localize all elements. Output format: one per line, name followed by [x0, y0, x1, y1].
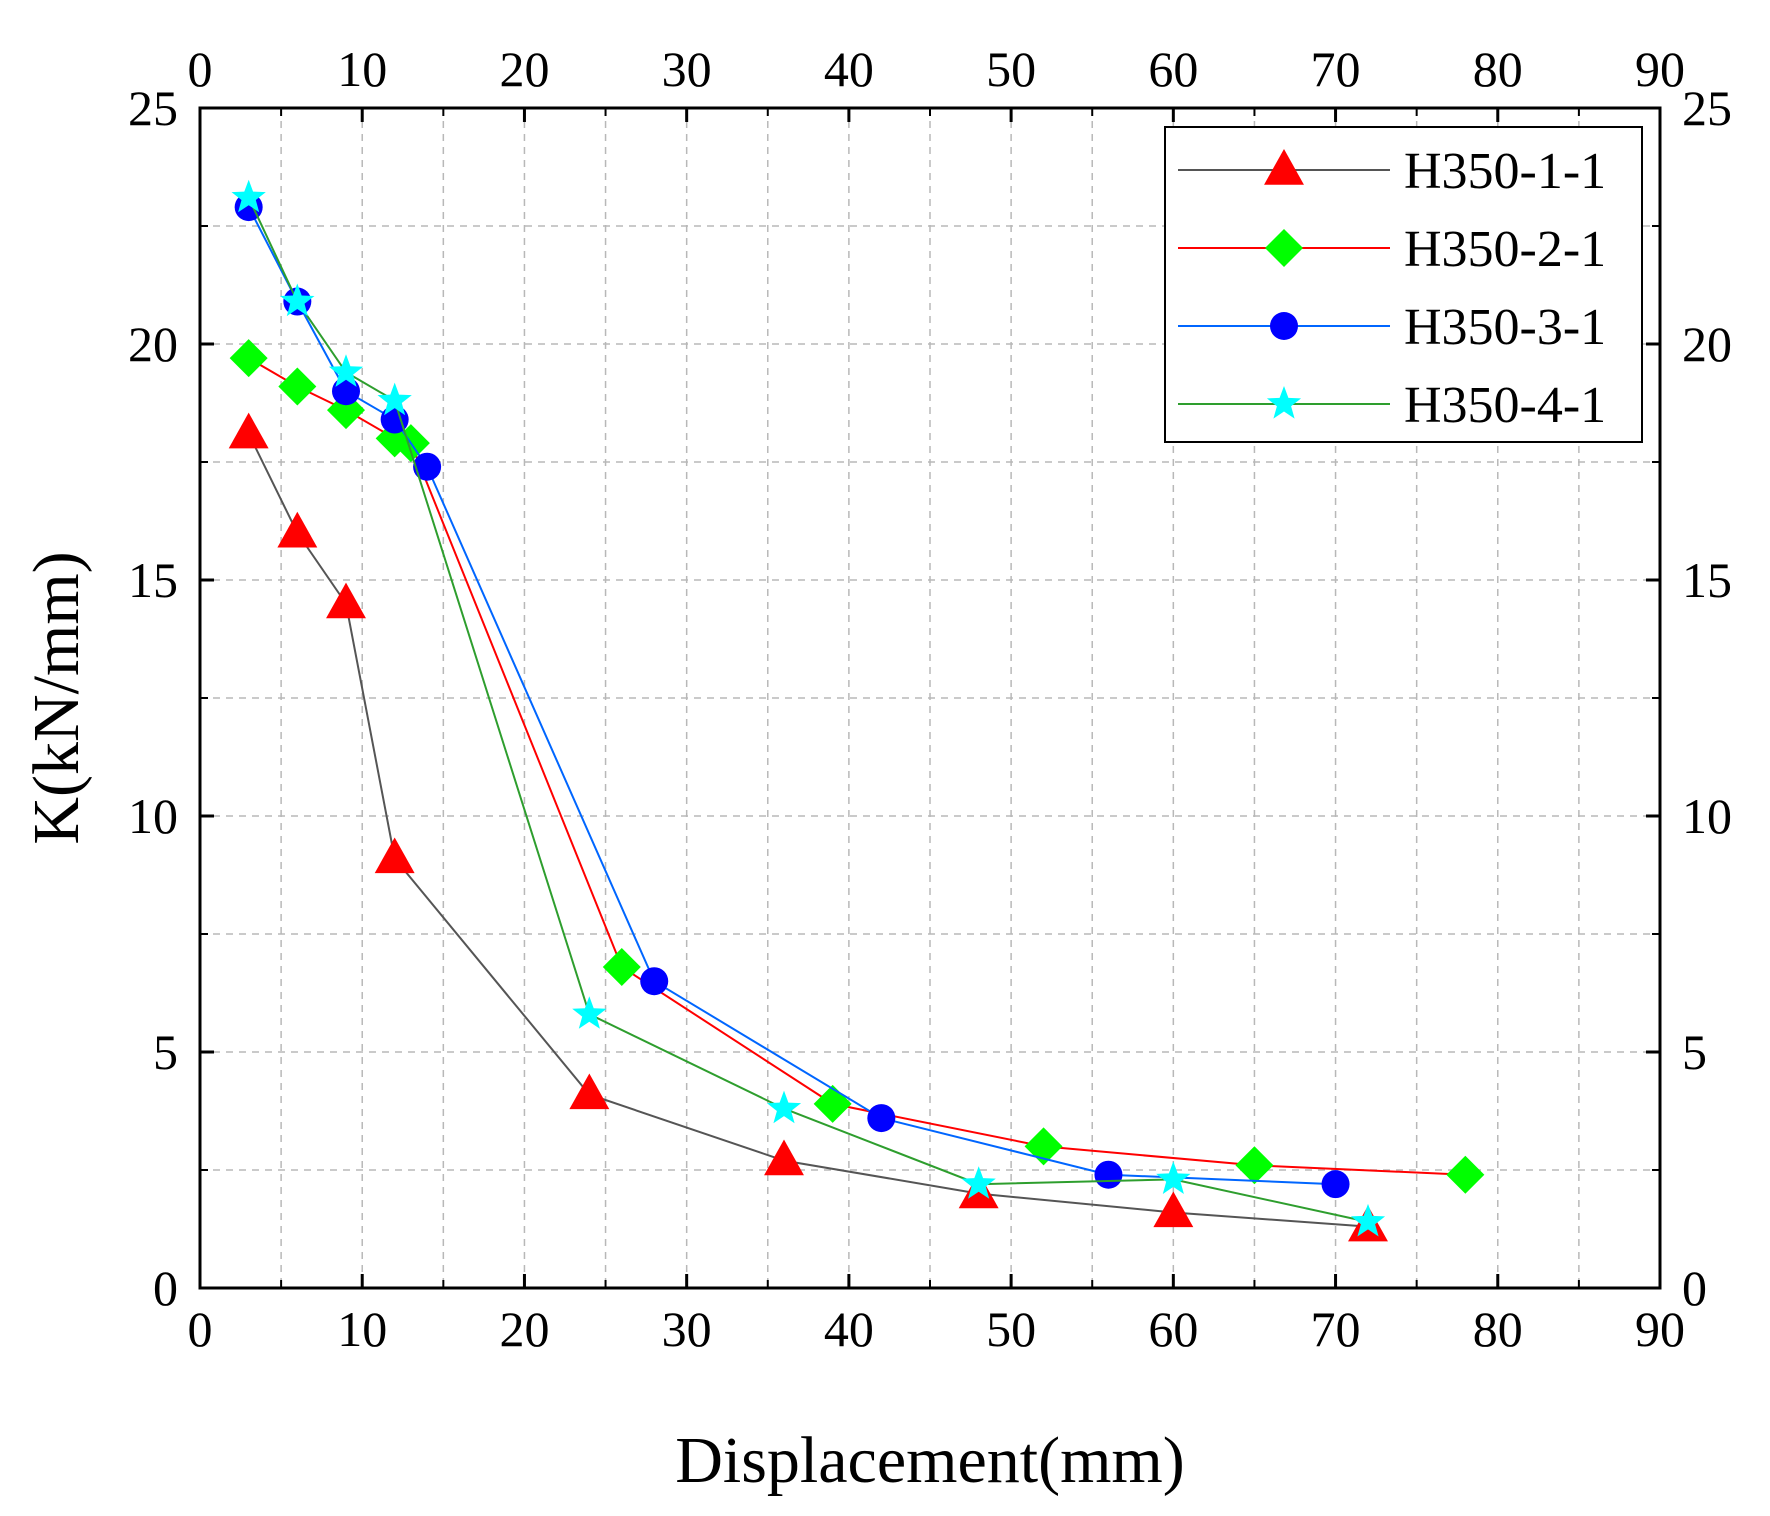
y-tick-label-left: 25 [128, 80, 178, 136]
data-point-H350-1-1 [1153, 1191, 1194, 1228]
legend-marker-H350-4-1 [1266, 386, 1302, 419]
x-tick-label-top: 90 [1635, 41, 1685, 97]
data-point-H350-3-1 [1094, 1160, 1123, 1189]
data-point-H350-2-1 [278, 367, 317, 406]
x-tick-label-top: 10 [337, 41, 387, 97]
y-tick-label-right: 10 [1682, 788, 1732, 844]
data-point-H350-1-1 [228, 412, 269, 449]
legend-marker-H350-2-1 [1265, 229, 1303, 267]
series-layer [228, 179, 1485, 1242]
legend: H350-1-1 H350-2-1 H350-3-1 H350-4-1 [1164, 126, 1643, 443]
x-tick-label-bottom: 50 [986, 1301, 1036, 1357]
y-tick-label-right: 15 [1682, 552, 1732, 608]
y-tick-label-right: 0 [1682, 1260, 1707, 1316]
data-point-H350-1-1 [277, 511, 318, 548]
y-tick-label-left: 0 [153, 1260, 178, 1316]
data-point-H350-4-1 [961, 1166, 996, 1199]
legend-label-H350-2-1: H350-2-1 [1404, 221, 1606, 278]
y-tick-label-left: 10 [128, 788, 178, 844]
x-tick-label-bottom: 30 [662, 1301, 712, 1357]
data-point-H350-3-1 [413, 452, 442, 481]
data-point-H350-4-1 [231, 179, 266, 213]
y-tick-label-left: 5 [153, 1024, 178, 1080]
x-tick-label-top: 30 [662, 41, 712, 97]
legend-box [1164, 126, 1643, 443]
x-axis-title: Displacement(mm) [675, 1424, 1185, 1497]
x-tick-label-top: 50 [986, 41, 1036, 97]
x-tick-label-top: 70 [1311, 41, 1361, 97]
x-tick-label-bottom: 40 [824, 1301, 874, 1357]
x-tick-label-bottom: 60 [1148, 1301, 1198, 1357]
data-point-H350-1-1 [569, 1073, 610, 1110]
data-point-H350-1-1 [374, 837, 415, 874]
legend-label-H350-3-1: H350-3-1 [1404, 299, 1606, 356]
data-point-H350-2-1 [1024, 1127, 1063, 1166]
data-point-H350-3-1 [867, 1104, 896, 1133]
y-axis-title: K(kN/mm) [20, 551, 93, 844]
series-H350-4-1 [231, 179, 1386, 1237]
data-point-H350-1-1 [764, 1139, 804, 1176]
legend-marker-H350-1-1 [1264, 149, 1304, 185]
x-tick-label-top: 20 [499, 41, 549, 97]
data-point-H350-2-1 [1235, 1146, 1274, 1185]
x-tick-label-top: 0 [188, 41, 213, 97]
data-point-H350-4-1 [766, 1090, 802, 1124]
data-point-H350-4-1 [1156, 1161, 1191, 1194]
x-tick-label-bottom: 10 [337, 1301, 387, 1357]
data-point-H350-2-1 [813, 1084, 852, 1123]
x-tick-label-bottom: 80 [1473, 1301, 1523, 1357]
data-point-H350-3-1 [332, 377, 360, 406]
data-point-H350-3-1 [1321, 1170, 1350, 1199]
y-tick-label-left: 15 [128, 552, 178, 608]
x-tick-label-bottom: 90 [1635, 1301, 1685, 1357]
data-point-H350-4-1 [377, 382, 412, 416]
series-line-H350-2-1 [248, 357, 1466, 1176]
series-H350-2-1 [229, 339, 1485, 1194]
data-point-H350-2-1 [1446, 1155, 1485, 1194]
y-tick-label-right: 20 [1682, 316, 1732, 372]
y-tick-label-right: 25 [1682, 80, 1732, 136]
x-tick-label-bottom: 20 [499, 1301, 549, 1357]
y-tick-label-left: 20 [128, 316, 178, 372]
series-line-H350-1-1 [247, 433, 1369, 1228]
x-tick-label-top: 60 [1148, 41, 1198, 97]
x-tick-label-bottom: 70 [1311, 1301, 1361, 1357]
data-point-H350-3-1 [640, 967, 669, 996]
x-tick-label-top: 40 [824, 41, 874, 97]
legend-label-H350-4-1: H350-4-1 [1404, 377, 1606, 434]
data-point-H350-4-1 [572, 996, 607, 1029]
x-tick-label-bottom: 0 [188, 1301, 213, 1357]
y-tick-label-right: 5 [1682, 1024, 1707, 1080]
legend-marker-H350-3-1 [1270, 312, 1298, 340]
x-tick-label-top: 80 [1473, 41, 1523, 97]
data-point-H350-1-1 [326, 582, 366, 619]
data-point-H350-2-1 [229, 339, 268, 378]
data-point-H350-4-1 [280, 283, 315, 317]
data-point-H350-2-1 [602, 948, 641, 987]
legend-label-H350-1-1: H350-1-1 [1404, 143, 1606, 200]
data-point-H350-4-1 [1350, 1203, 1386, 1237]
series-H350-1-1 [228, 412, 1388, 1242]
data-point-H350-4-1 [328, 354, 364, 387]
